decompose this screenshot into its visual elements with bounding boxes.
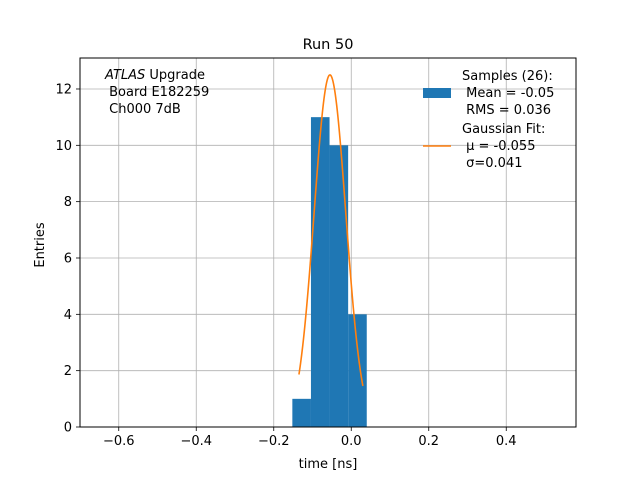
legend-entry-text: Samples (26): — [462, 69, 553, 84]
annotation-atlas: ATLAS — [104, 68, 145, 83]
x-tick-label: −0.6 — [103, 434, 135, 449]
y-tick-label: 2 — [64, 364, 72, 379]
annotation-channel: Ch000 7dB — [105, 102, 181, 117]
histogram-bar — [310, 117, 330, 427]
legend-entry-text: Mean = -0.05 — [462, 86, 554, 101]
y-tick-label: 8 — [64, 195, 72, 210]
histogram-bar — [329, 145, 349, 427]
x-tick-label: 0.2 — [418, 434, 439, 449]
x-tick-label: −0.2 — [258, 434, 290, 449]
plot-frame — [79, 57, 577, 428]
x-tick-label: 0.0 — [341, 434, 362, 449]
histogram-bar — [348, 314, 367, 427]
annotation-upgrade: Upgrade — [145, 68, 205, 83]
x-tick-label: −0.4 — [180, 434, 212, 449]
x-tick-label: 0.4 — [496, 434, 517, 449]
x-axis-ticks: −0.6 −0.4 −0.2 0.0 0.2 0.4 — [103, 427, 517, 449]
legend-entry-text: Gaussian Fit: — [462, 122, 545, 137]
grid-lines — [80, 58, 576, 428]
svg-text:ATLAS Upgrade: ATLAS Upgrade — [104, 68, 205, 83]
legend: Samples (26): Mean = -0.05 RMS = 0.036 Ga… — [423, 69, 554, 171]
histogram-bar — [292, 398, 311, 427]
gaussian-fit-line — [298, 74, 364, 387]
y-axis-label: Entries — [33, 222, 48, 268]
y-tick-label: 6 — [64, 251, 72, 266]
y-tick-label: 12 — [55, 82, 72, 97]
atlas-annotation: ATLAS Upgrade Board E182259 Ch000 7dB — [104, 68, 209, 117]
x-axis-label: time [ns] — [299, 457, 358, 472]
legend-entry-text: μ = -0.055 — [462, 139, 535, 154]
histogram-bars — [292, 117, 367, 427]
legend-entry-text: RMS = 0.036 — [462, 103, 551, 118]
y-axis-ticks: 0 2 4 6 8 10 12 — [55, 82, 80, 436]
chart-title: Run 50 — [303, 37, 354, 53]
legend-entry-text: σ=0.041 — [462, 156, 522, 171]
y-tick-label: 4 — [64, 308, 72, 323]
gaussian-fit-curve — [298, 74, 364, 387]
y-tick-label: 10 — [55, 139, 72, 154]
legend-samples-swatch — [423, 88, 451, 98]
y-tick-label: 0 — [64, 421, 72, 436]
annotation-board: Board E182259 — [105, 85, 209, 100]
